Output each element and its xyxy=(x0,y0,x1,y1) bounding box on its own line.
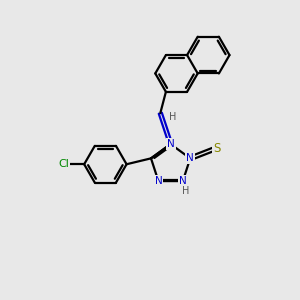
Text: N: N xyxy=(186,153,194,164)
Text: H: H xyxy=(169,112,176,122)
Text: S: S xyxy=(213,142,220,154)
Text: N: N xyxy=(167,139,175,149)
Text: H: H xyxy=(182,186,189,196)
Text: N: N xyxy=(179,176,187,186)
Text: N: N xyxy=(154,176,162,186)
Text: Cl: Cl xyxy=(58,159,69,169)
